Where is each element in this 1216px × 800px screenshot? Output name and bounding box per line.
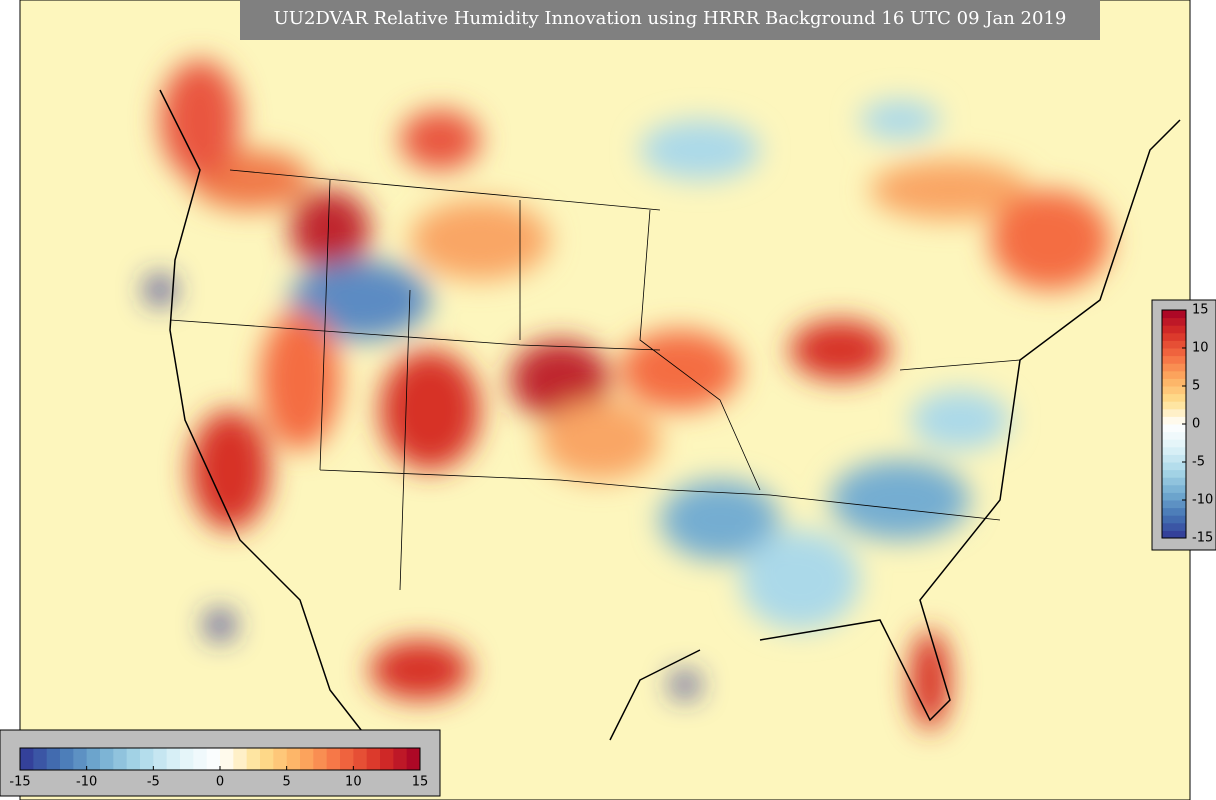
colorbar-swatch	[1162, 348, 1186, 357]
colorbar-swatch	[380, 748, 394, 770]
tick-label: 5	[1192, 379, 1200, 394]
colorbar-swatch	[1162, 484, 1186, 493]
colorbar-swatch	[1162, 492, 1186, 501]
colorbar-swatch	[1162, 325, 1186, 334]
colorbar-swatch	[113, 748, 128, 770]
colorbar-swatch	[1162, 515, 1186, 524]
colorbar-swatch	[1162, 317, 1186, 326]
colorbar-swatch	[1162, 431, 1186, 440]
tick-label: 15	[412, 775, 429, 790]
colorbar-swatch	[60, 748, 74, 770]
colorbar-swatch	[166, 748, 181, 770]
colorbar-swatch	[1162, 469, 1186, 478]
tick-label: -15	[9, 775, 30, 790]
colorbar-swatch	[233, 748, 248, 770]
colorbar-swatch	[1162, 446, 1186, 455]
colorbar-swatch	[1162, 363, 1186, 372]
colorbar-swatch	[1162, 401, 1186, 410]
colorbar-swatch	[153, 748, 168, 770]
colorbar-swatch	[220, 748, 234, 770]
colorbar-swatch	[1162, 507, 1186, 516]
colorbar-swatch	[1162, 386, 1186, 395]
colorbar-swatch	[73, 748, 88, 770]
colorbar-swatch	[1162, 332, 1186, 341]
title-box	[240, 0, 1100, 40]
innovation-field	[146, 60, 1110, 730]
colorbar-swatch	[326, 748, 341, 770]
colorbar-swatch	[86, 748, 101, 770]
colorbar-swatch	[1162, 439, 1186, 448]
colorbar-swatch	[1162, 340, 1186, 349]
colorbar-swatch	[1162, 416, 1186, 425]
colorbar-swatch	[20, 748, 34, 770]
colorbar-swatch	[393, 748, 408, 770]
colorbar-swatch	[273, 748, 288, 770]
colorbar-swatch	[246, 748, 261, 770]
tick-label: -10	[1192, 493, 1213, 508]
colorbar-swatch	[260, 748, 274, 770]
tick-label: -5	[147, 775, 160, 790]
colorbar-swatch	[340, 748, 354, 770]
colorbar-swatch	[406, 748, 421, 770]
colorbar-swatch	[1162, 310, 1186, 319]
tick-label: -10	[76, 775, 97, 790]
tick-label: 5	[283, 775, 291, 790]
colorbar-swatch	[46, 748, 61, 770]
colorbar-swatch	[1162, 522, 1186, 531]
colorbar-swatch	[193, 748, 208, 770]
colorbar-swatch	[1162, 454, 1186, 463]
state-borders	[169, 169, 1021, 591]
colorbar-swatch	[1162, 370, 1186, 379]
colorbar-swatch	[180, 748, 194, 770]
colorbar-swatch	[313, 748, 328, 770]
tick-label: 0	[1192, 417, 1200, 432]
map	[20, 0, 1190, 800]
tick-label: -5	[1192, 455, 1205, 470]
colorbar-swatch	[1162, 530, 1186, 539]
colorbar-swatch	[1162, 500, 1186, 509]
tick-label: -15	[1192, 531, 1213, 546]
colorbar-swatch	[286, 748, 301, 770]
tick-label: 0	[216, 775, 224, 790]
colorbar-swatch	[353, 748, 368, 770]
colorbar-swatch	[100, 748, 114, 770]
title: UU2DVAR Relative Humidity Innovation usi…	[274, 8, 1067, 29]
colorbars: -15 -15 -10 -10 -5 -5 0 0 5 5 10 10 15 15	[9, 303, 1213, 790]
colorbar-swatch	[126, 748, 141, 770]
colorbar-swatch	[1162, 355, 1186, 364]
colorbar-swatch	[300, 748, 314, 770]
colorbar-swatch	[206, 748, 221, 770]
colorbar-swatch	[140, 748, 154, 770]
colorbar-swatch	[1162, 408, 1186, 417]
colorbar-swatch	[1162, 477, 1186, 486]
tick-label: 10	[1192, 341, 1209, 356]
tick-label: 10	[345, 775, 362, 790]
colorbar-swatch	[1162, 393, 1186, 402]
colorbar-swatch	[1162, 424, 1186, 433]
colorbar-swatch	[1162, 462, 1186, 471]
colorbar-swatch	[33, 748, 48, 770]
tick-label: 15	[1192, 303, 1209, 318]
coastline	[159, 89, 1181, 781]
colorbar-swatch	[366, 748, 381, 770]
colorbar-swatch	[1162, 378, 1186, 387]
